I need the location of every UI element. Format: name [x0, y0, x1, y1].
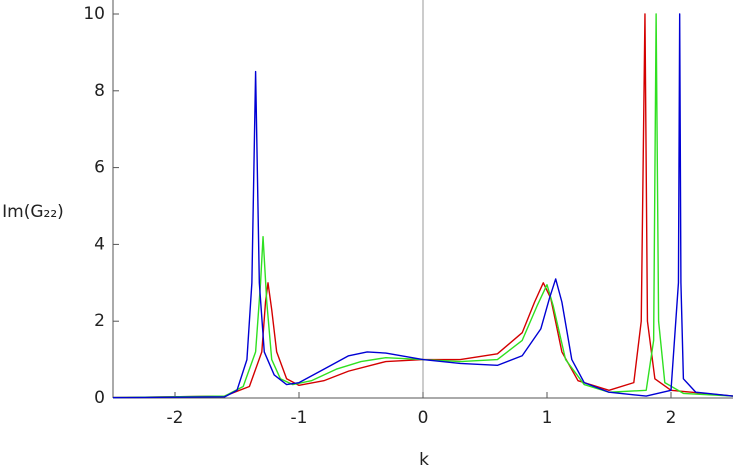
x-tick-label: 0	[418, 408, 429, 428]
y-tick-label: 6	[94, 158, 105, 178]
y-tick-label: 4	[94, 234, 105, 254]
y-tick-label: 8	[94, 81, 105, 101]
series-line	[113, 13, 733, 399]
plot-area	[113, 13, 733, 399]
x-tick-label: 2	[666, 408, 677, 428]
x-axis-title: k	[419, 450, 429, 470]
series-line	[113, 13, 733, 399]
y-axis-title: Im(G₂₂)	[2, 202, 64, 222]
y-tick-label: 0	[94, 388, 105, 408]
y-tick-label: 2	[94, 311, 105, 331]
x-tick-label: -2	[167, 408, 184, 428]
y-tick-label: 10	[83, 4, 105, 24]
x-tick-label: -1	[291, 408, 308, 428]
x-tick-label: 1	[542, 408, 553, 428]
series-line	[113, 13, 733, 399]
